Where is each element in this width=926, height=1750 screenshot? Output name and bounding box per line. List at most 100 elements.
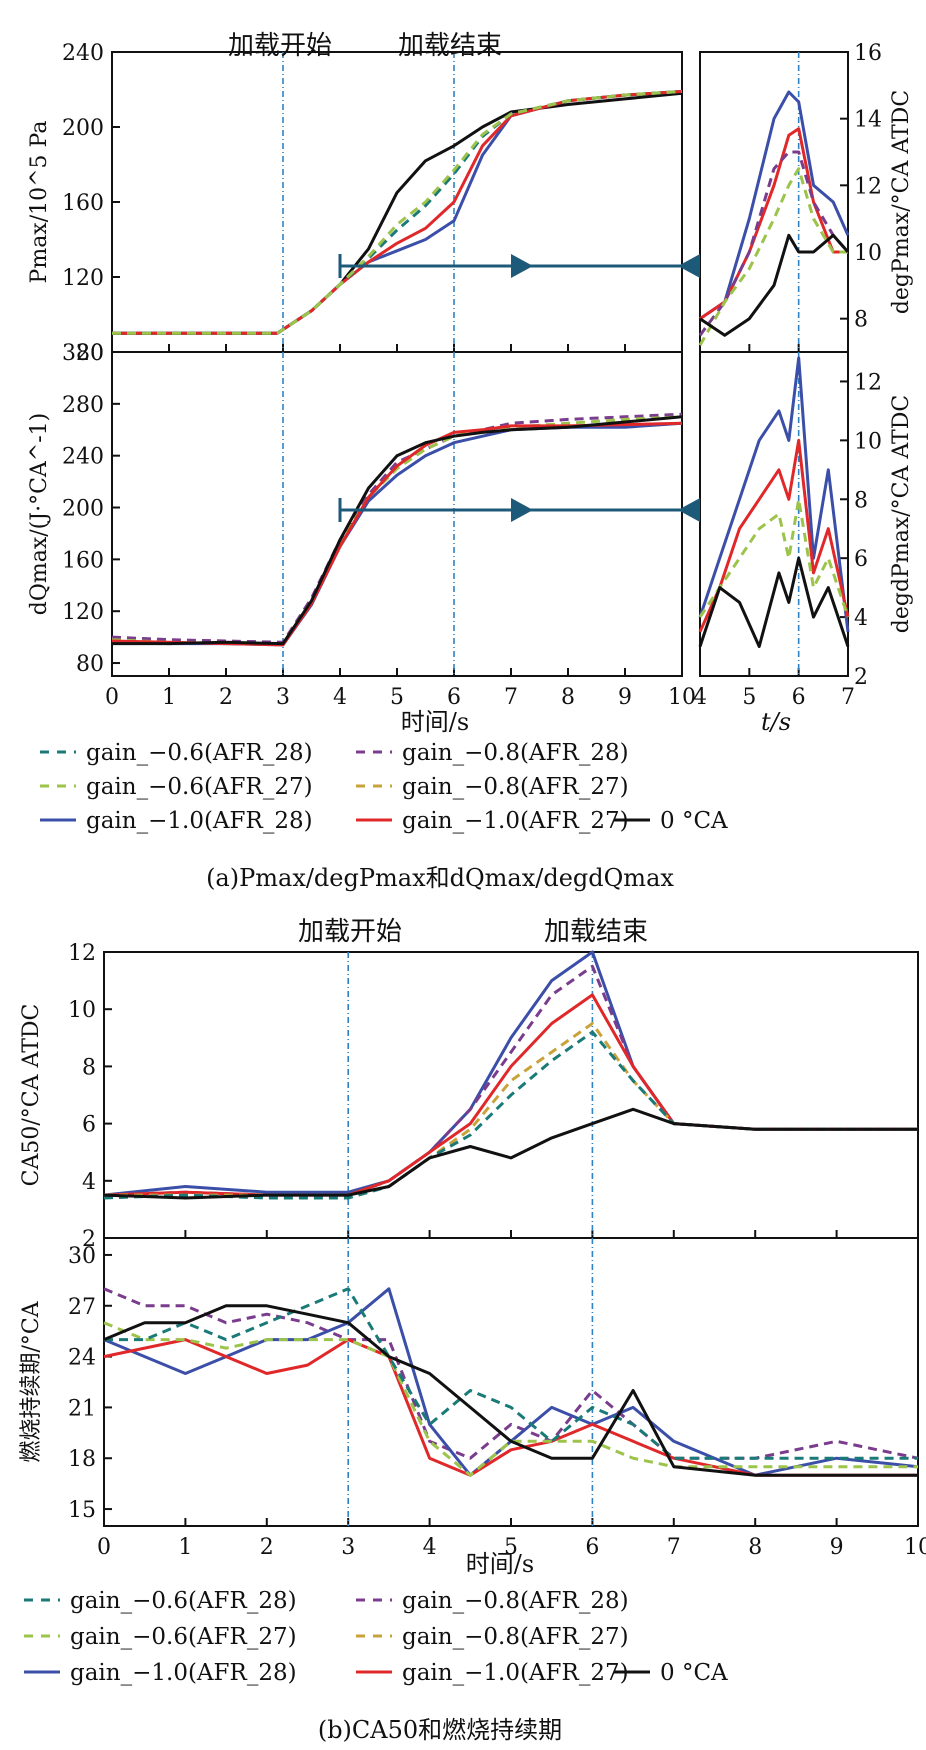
dqmax-ytick-label: 280 [62,393,104,418]
degdqmax-series-gain_06_27 [698,497,850,618]
ca50-ytick-label: 10 [68,998,96,1023]
dqmax-ytick-label: 120 [62,600,104,625]
legend-label-zero_ca: 0 °CA [660,1660,728,1686]
duration-xtick-label: 3 [341,1535,355,1560]
dqmax-xtick-label: 7 [504,685,518,710]
ca50-series-gain_08_27 [104,1022,918,1197]
ca50-ylabel: CA50/°CA ATDC [19,1004,44,1187]
load-window-arrowhead [678,498,700,522]
ca50-series-gain_08_28 [103,964,918,1197]
dqmax-ylabel: dQmax/(J·°CA^-1) [27,413,52,615]
dqmax-xtick-label: 3 [276,685,290,710]
degdqmax-ytick-label: 10 [854,429,882,454]
dqmax-ytick-label: 320 [62,341,104,366]
degdqmax-ylabel: degdPmax/°CA ATDC [889,395,914,633]
series-layer [103,89,919,1477]
legend-label-gain_06_27: gain_−0.6(AFR_27) [70,1624,297,1650]
dqmax-frame [111,351,683,677]
degdqmax-xtick-label: 7 [841,685,855,710]
dqmax-xtick-label: 2 [219,685,233,710]
duration-series-gain_06_27 [103,1321,918,1477]
duration-xtick-label: 0 [97,1535,111,1560]
legend-label-gain_08_28: gain_−0.8(AFR_28) [402,740,629,766]
pmax-ytick-label: 160 [62,191,104,216]
duration-frame [103,1237,919,1527]
dqmax-xtick-label: 10 [668,685,696,710]
load-start-label-a: 加载开始 [228,31,332,61]
duration-series-zero_ca [103,1304,918,1477]
xlabel-a: 时间/s [401,708,469,736]
duration-xtick-label: 5 [504,1535,518,1560]
dqmax-xtick-label: 4 [333,685,347,710]
pmax-series-gain_06_27 [112,89,683,335]
pmax-ytick-label: 240 [62,41,104,66]
legend-label-zero_ca: 0 °CA [660,808,728,834]
dqmax-xtick-label: 6 [447,685,461,710]
ca50-ytick-label: 2 [82,1227,96,1252]
degpmax-series-gain_10_28 [699,90,850,320]
degpmax-ytick-label: 10 [854,241,882,266]
degdqmax-series-gain_10_27 [698,438,850,633]
dqmax-ytick-label: 240 [62,445,104,470]
degpmax-series-gain_06_27 [698,167,848,347]
degdqmax-series-zero_ca [698,556,850,648]
degpmax-ytick-label: 12 [854,174,882,199]
legend-label-gain_06_28: gain_−0.6(AFR_28) [70,1588,297,1614]
legend-label-gain_06_28: gain_−0.6(AFR_28) [86,740,313,766]
duration-xtick-label: 2 [260,1535,274,1560]
dqmax-xtick-label: 8 [561,685,575,710]
dqmax-series-zero_ca [112,415,683,646]
dqmax-xtick-label: 0 [105,685,119,710]
ca50-series-gain_06_28 [103,1030,918,1200]
legend-a: gain_−0.6(AFR_28) gain_−0.8(AFR_28) gain_−… [40,740,728,834]
dqmax-series-gain_06_27 [111,415,683,646]
ca50-ytick-label: 12 [68,941,96,966]
ca50-ytick-label: 4 [82,1170,96,1195]
legend-label-gain_08_27: gain_−0.8(AFR_27) [402,1624,629,1650]
legend-label-gain_10_28: gain_−1.0(AFR_28) [86,808,313,834]
duration-series-gain_06_28 [104,1287,918,1460]
legend-label-gain_10_27: gain_−1.0(AFR_27) [402,1660,629,1686]
degpmax-series-gain_08_28 [698,150,850,337]
legend-label-gain_08_28: gain_−0.8(AFR_28) [402,1588,629,1614]
legend-label-gain_06_27: gain_−0.6(AFR_27) [86,774,313,800]
xlabel-b: 时间/s [466,1550,534,1578]
degpmax-series-zero_ca [699,233,850,337]
degdqmax-series-gain_10_28 [698,356,850,632]
load-window-arrowhead [511,498,533,522]
load-window-arrowhead [511,254,533,278]
degdqmax-ytick-label: 4 [854,606,868,631]
load-window-arrowhead [678,254,700,278]
pmax-series-zero_ca [112,91,683,335]
degpmax-ylabel: degPmax/°CA ATDC [889,90,914,314]
duration-ytick-label: 27 [68,1295,96,1320]
duration-xtick-label: 8 [748,1535,762,1560]
dqmax-xtick-label: 5 [390,685,404,710]
pmax-ytick-label: 80 [76,341,104,366]
duration-xtick-label: 6 [585,1535,599,1560]
ca50-series-zero_ca [103,1107,918,1200]
pmax-ytick-label: 200 [62,116,104,141]
degpmax-ytick-label: 8 [854,308,868,333]
degdqmax-ytick-label: 2 [854,665,868,690]
duration-ytick-label: 30 [68,1244,96,1269]
dqmax-xtick-label: 9 [618,685,632,710]
degdqmax-ytick-label: 8 [854,488,868,513]
duration-xtick-label: 7 [667,1535,681,1560]
pmax-series-gain_06_28 [112,89,683,335]
duration-series-gain_10_28 [103,1287,919,1477]
duration-xtick-label: 10 [904,1535,926,1560]
legend-b: gain_−0.6(AFR_28) gain_−0.8(AFR_28) gain_−… [24,1588,728,1686]
duration-ytick-label: 18 [68,1447,96,1472]
load-start-label-b: 加载开始 [298,917,402,947]
duration-ylabel: 燃烧持续期/°CA [19,1300,44,1462]
duration-ytick-label: 24 [68,1346,96,1371]
duration-xtick-label: 9 [830,1535,844,1560]
dqmax-ytick-label: 160 [62,548,104,573]
legend-label-gain_08_27: gain_−0.8(AFR_27) [402,774,629,800]
legend-label-gain_10_28: gain_−1.0(AFR_28) [70,1660,297,1686]
duration-xtick-label: 4 [423,1535,437,1560]
caption-b: (b)CA50和燃烧持续期 [318,1716,562,1744]
